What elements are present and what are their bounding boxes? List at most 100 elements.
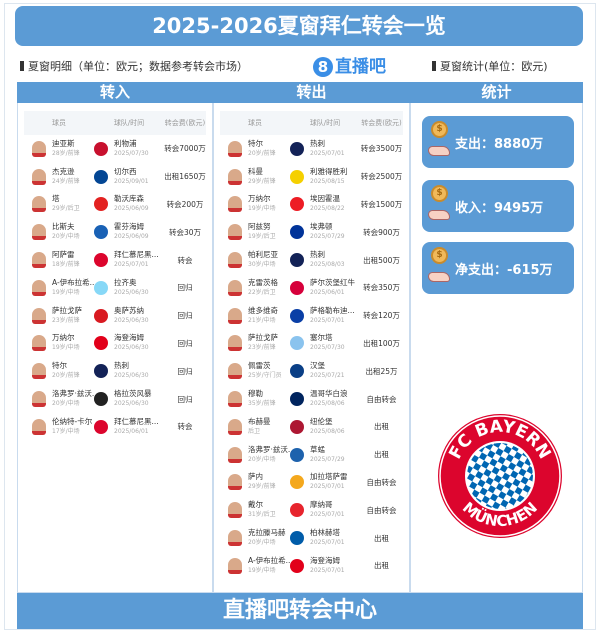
transfer-date: 2025/08/15 [310,177,345,185]
transfer-date: 2025/07/01 [310,511,345,519]
player-name: 科曼 [248,166,263,176]
transfer-fee: 回归 [177,311,193,321]
player-avatar [228,418,242,435]
club-name: 拜仁慕尼黑... [114,250,159,260]
club-name: 塞尔塔 [310,333,333,343]
stat-net: $ 净支出：-615万 [422,242,574,294]
club-logo-icon [290,308,304,323]
transfers-in-panel: 球员 球队/时间 转会费(欧元) 迪亚斯 28岁/前锋 利物浦 2025/07/30… [17,103,213,593]
player-avatar [228,530,242,547]
club-logo-icon [94,336,108,351]
column-header-in: 转入 [17,82,213,103]
player-info: 25岁/守门员 [248,372,282,380]
player-info: 19岁/中场 [52,344,80,352]
table-row: 阿兹努 19岁/后卫 埃弗顿 2025/07/29 转会900万 [220,218,403,246]
table-row: 萨内 29岁/前锋 加拉塔萨雷 2025/07/01 自由转会 [220,469,403,497]
player-name: 克拉滕马赫 [248,528,286,538]
player-name: 布赫曼 [248,416,271,426]
club-name: 加拉塔萨雷 [310,472,348,482]
club-name: 奥萨苏纳 [114,305,144,315]
transfer-date: 2025/07/01 [310,539,345,547]
player-info: 后卫 [248,427,261,435]
player-avatar [228,140,242,157]
player-info: 20岁/中场 [52,233,80,241]
transfer-fee: 自由转会 [366,477,397,487]
transfer-date: 2025/08/06 [310,427,345,435]
player-name: 洛弗罗·兹沃... [52,389,100,399]
transfer-date: 2025/06/09 [114,205,149,213]
club-logo-icon [94,419,108,434]
transfer-date: 2025/06/30 [114,288,149,296]
coin-icon: $ [431,121,448,138]
player-info: 35岁/前锋 [248,400,276,408]
player-avatar [32,307,46,324]
transfer-date: 2025/07/01 [310,149,345,157]
stats-subtitle: 夏窗统计(单位：欧元) [432,58,548,74]
club-name: 海登海姆 [114,333,144,343]
club-name: 切尔西 [114,166,137,176]
footer-banner: 直播吧转会中心 [17,593,583,629]
club-logo-icon [94,308,108,323]
club-logo-icon [94,169,108,184]
player-name: 比斯夫 [52,222,75,232]
player-name: 穆勒 [248,389,263,399]
player-avatar [228,335,242,352]
brand-logo: 8 直播吧 [313,52,386,77]
player-avatar [32,196,46,213]
transfer-date: 2025/07/29 [310,455,345,463]
transfer-fee: 转会 [177,255,193,265]
club-logo-icon [290,336,304,351]
player-name: 特尔 [248,138,263,148]
transfer-date: 2025/07/01 [114,261,149,269]
stats-subtitle-text: 夏窗统计(单位：欧元) [440,60,548,73]
club-logo-icon [290,197,304,212]
player-name: 维多维奇 [248,305,278,315]
page-frame [4,3,596,630]
transfer-date: 2025/09/01 [114,177,149,185]
stat-spend-text: 支出：8880万 [455,137,544,152]
transfer-fee: 出租1650万 [164,172,206,182]
table-row: 特尔 20岁/前锋 热刺 2025/07/01 转会3500万 [220,135,403,163]
column-header-out: 转出 [213,82,410,103]
club-logo-icon [290,141,304,156]
transfer-fee: 转会2500万 [360,172,403,182]
player-avatar [32,140,46,157]
player-info: 21岁/中场 [248,316,276,324]
transfer-date: 2025/06/30 [114,372,149,380]
page-title: 2025-2026夏窗拜仁转会一览 [15,6,583,46]
transfer-fee: 出租25万 [365,366,398,376]
club-name: 拜仁慕尼黑... [114,416,159,426]
club-name: 柏林赫塔 [310,528,340,538]
player-info: 17岁/中场 [52,427,80,435]
fc-bayern-logo: FC BAYERN MÜNCHEN [438,414,562,538]
table-row: 科曼 29岁/前锋 利雅得胜利 2025/08/15 转会2500万 [220,163,403,191]
player-info: 31岁/后卫 [248,511,276,519]
player-info: 19岁/中场 [248,205,276,213]
table-row: 穆勒 35岁/前锋 温哥华白浪 2025/08/06 自由转会 [220,385,403,413]
transfer-fee: 转会120万 [363,311,400,321]
header-fee: 转会费(欧元) [361,119,402,127]
transfer-fee: 转会200万 [166,199,204,209]
transfer-date: 2025/06/09 [114,233,149,241]
player-name: 帕利尼亚 [248,250,278,260]
header-player: 球员 [248,119,262,127]
player-name: 萨拉戈萨 [248,333,278,343]
transfer-fee: 回归 [177,394,193,404]
transfer-fee: 出租 [374,533,389,543]
club-name: 埃因霍温 [310,194,340,204]
stat-net-text: 净支出：-615万 [455,263,553,278]
table-row: 塔 29岁/后卫 勒沃库森 2025/06/09 转会200万 [24,191,206,219]
coin-icon: $ [431,185,448,202]
table-row: 萨拉戈萨 23岁/前锋 奥萨苏纳 2025/06/30 回归 [24,302,206,330]
transfers-out-panel: 球员 球队/时间 转会费(欧元) 特尔 20岁/前锋 热刺 2025/07/01 转… [213,103,410,593]
club-logo-icon [290,503,304,518]
player-avatar [228,446,242,463]
club-name: 萨格勒布迪... [310,305,355,315]
club-name: 拉齐奥 [114,277,137,287]
transfer-fee: 自由转会 [366,394,397,404]
player-name: 克雷茨格 [248,277,278,287]
club-logo-icon [290,280,304,295]
transfer-fee: 转会900万 [363,227,400,237]
brand-mark-icon: 8 [313,57,333,77]
player-info: 19岁/中场 [248,566,276,574]
